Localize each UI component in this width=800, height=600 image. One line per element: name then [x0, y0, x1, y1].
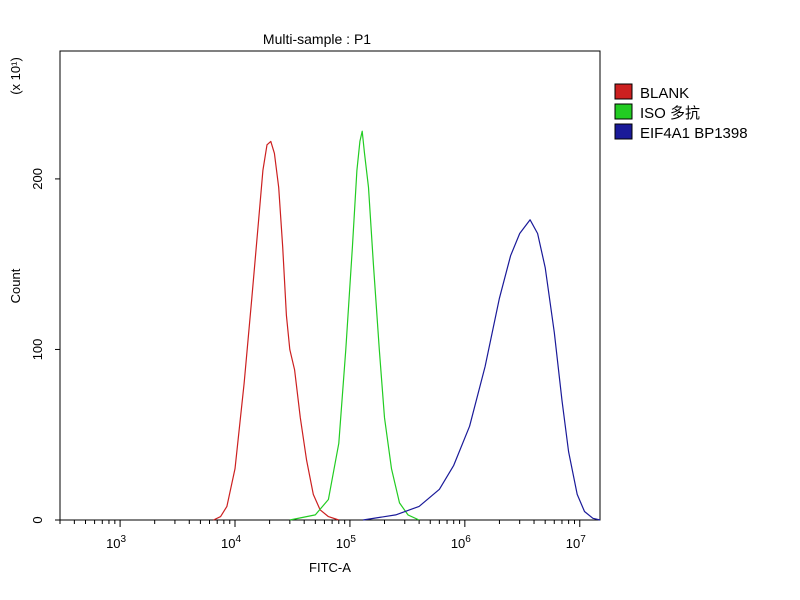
plot-frame	[59, 50, 601, 521]
y-axis-multiplier: (x 10¹)	[8, 57, 23, 95]
legend-label: ISO 多抗	[640, 105, 700, 122]
x-axis-label: FITC-A	[309, 560, 351, 575]
legend-label: EIF4A1 BP1398	[640, 125, 748, 142]
x-tick-label: 103	[106, 534, 126, 551]
legend-swatch	[614, 83, 633, 100]
chart-title: Multi-sample : P1	[263, 31, 371, 47]
legend: BLANK ISO 多抗 EIF4A1 BP1398	[614, 83, 748, 142]
legend-swatch	[614, 123, 633, 140]
series-line-2	[289, 130, 420, 521]
axis-layer: 0 100 200 103 104 105 106 107	[30, 168, 586, 551]
x-tick-label: 104	[221, 534, 241, 551]
series-layer	[213, 130, 601, 521]
y-tick-label: 0	[30, 516, 45, 523]
y-axis-label: Count	[8, 268, 23, 303]
x-tick-label: 105	[336, 534, 356, 551]
x-tick-label: 107	[566, 534, 586, 551]
legend-swatch	[614, 103, 633, 120]
series-line-3	[362, 219, 601, 521]
x-tick-label: 106	[451, 534, 471, 551]
y-tick-label: 200	[30, 168, 45, 190]
series-line-1	[213, 140, 339, 521]
y-tick-label: 100	[30, 339, 45, 361]
legend-label: BLANK	[640, 85, 689, 102]
